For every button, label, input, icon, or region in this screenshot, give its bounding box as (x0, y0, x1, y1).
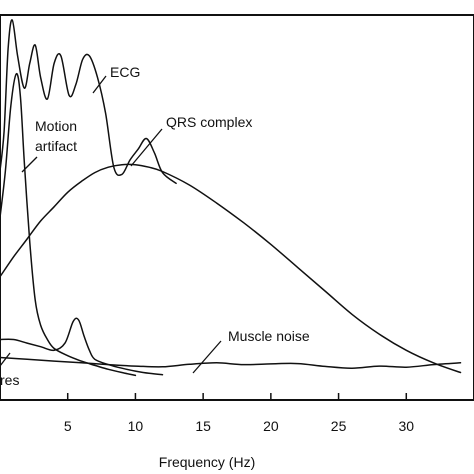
truncated-annotation: res (0, 352, 19, 388)
series-line-electrode-motion (0, 317, 164, 376)
ecg-label: ECG (110, 64, 140, 80)
motion-label: Motion (35, 118, 77, 134)
muscle-noise-leader-line (192, 340, 222, 374)
series-line-muscle-noise (0, 356, 462, 369)
motion-artifact-annotation: Motion artifact (21, 118, 77, 173)
plot-frame (0, 14, 474, 401)
x-tick-label-5: 5 (64, 418, 72, 434)
qrs-complex-label: QRS complex (166, 114, 252, 130)
qrs-leader-line (130, 128, 163, 167)
x-axis-tick-labels: 5 10 15 20 25 30 (64, 418, 414, 434)
x-axis-title: Frequency (Hz) (159, 454, 255, 470)
ecg-leader-line (92, 75, 107, 94)
artifact-label: artifact (35, 138, 77, 154)
x-tick-label-30: 30 (398, 418, 414, 434)
series-line-qrs-complex (0, 163, 462, 374)
x-tick-label-20: 20 (263, 418, 279, 434)
truncated-label: res (0, 372, 19, 388)
ecg-annotation: ECG (92, 64, 140, 94)
truncated-leader-line (0, 352, 11, 367)
muscle-noise-label: Muscle noise (228, 328, 310, 344)
x-tick-label-10: 10 (128, 418, 144, 434)
qrs-annotation: QRS complex (130, 114, 252, 167)
series-line-motion-artifact (0, 72, 137, 377)
muscle-noise-annotation: Muscle noise (192, 328, 310, 374)
series-curves (0, 19, 462, 377)
series-line-ecg (0, 19, 177, 185)
motion-artifact-leader-line (21, 156, 38, 173)
x-tick-label-25: 25 (331, 418, 347, 434)
x-tick-label-15: 15 (195, 418, 211, 434)
x-axis-ticks (66, 393, 408, 400)
